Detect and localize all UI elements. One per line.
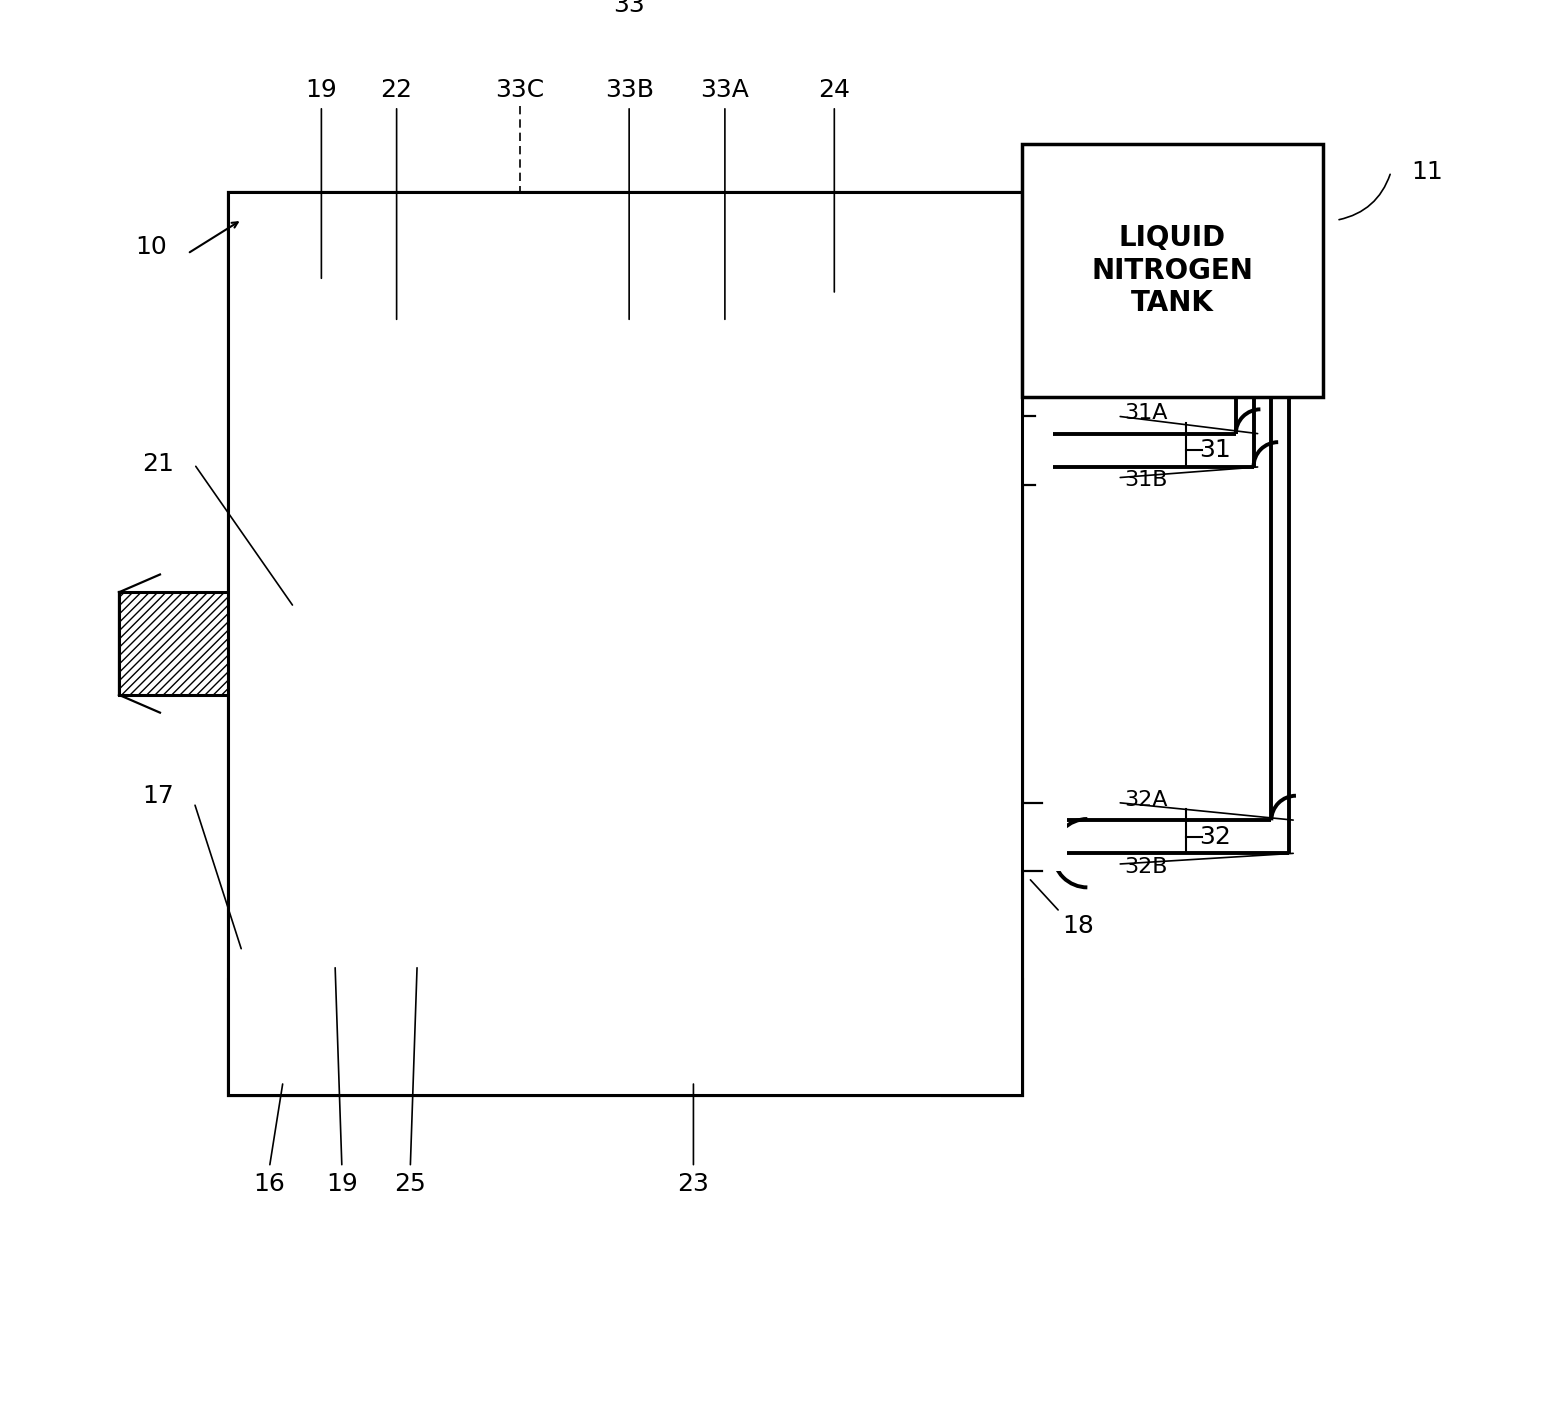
- Bar: [228, 193, 1022, 1095]
- Text: 19: 19: [306, 77, 337, 101]
- Bar: [315, 315, 935, 973]
- Text: 10: 10: [135, 235, 168, 260]
- Text: 23: 23: [678, 1172, 709, 1196]
- Bar: [315, 603, 935, 684]
- Bar: [344, 345, 906, 941]
- Bar: [1022, 144, 1323, 398]
- Bar: [374, 744, 876, 930]
- Text: 33A: 33A: [701, 77, 749, 101]
- Text: 22: 22: [380, 77, 413, 101]
- Bar: [228, 978, 1022, 1095]
- Bar: [228, 193, 307, 1095]
- Text: 32A: 32A: [1124, 790, 1168, 810]
- Text: 31B: 31B: [1124, 471, 1168, 491]
- Bar: [374, 744, 876, 930]
- Text: 32B: 32B: [1124, 857, 1168, 877]
- Text: 25: 25: [394, 1172, 427, 1196]
- Text: 31A: 31A: [1124, 404, 1168, 424]
- Text: LIQUID
NITROGEN
TANK: LIQUID NITROGEN TANK: [1092, 224, 1253, 317]
- Text: 31: 31: [1199, 438, 1231, 462]
- Text: 18: 18: [1062, 914, 1095, 938]
- Text: 19: 19: [326, 1172, 358, 1196]
- Bar: [940, 803, 1067, 871]
- Bar: [119, 592, 949, 694]
- Bar: [940, 416, 1053, 485]
- Text: 33C: 33C: [495, 77, 544, 101]
- Text: 32: 32: [1199, 824, 1231, 848]
- Bar: [228, 193, 1022, 308]
- Text: 21: 21: [141, 452, 174, 476]
- Bar: [374, 358, 876, 543]
- Bar: [374, 358, 876, 543]
- Text: 16: 16: [253, 1172, 285, 1196]
- Bar: [228, 193, 1022, 1095]
- Text: 33: 33: [613, 0, 645, 17]
- Bar: [307, 308, 943, 978]
- Bar: [349, 720, 901, 954]
- Bar: [349, 334, 901, 568]
- Text: 11: 11: [1411, 160, 1444, 184]
- Text: 17: 17: [141, 784, 174, 807]
- Bar: [943, 193, 1022, 1095]
- Text: 33B: 33B: [605, 77, 653, 101]
- Text: 24: 24: [819, 77, 850, 101]
